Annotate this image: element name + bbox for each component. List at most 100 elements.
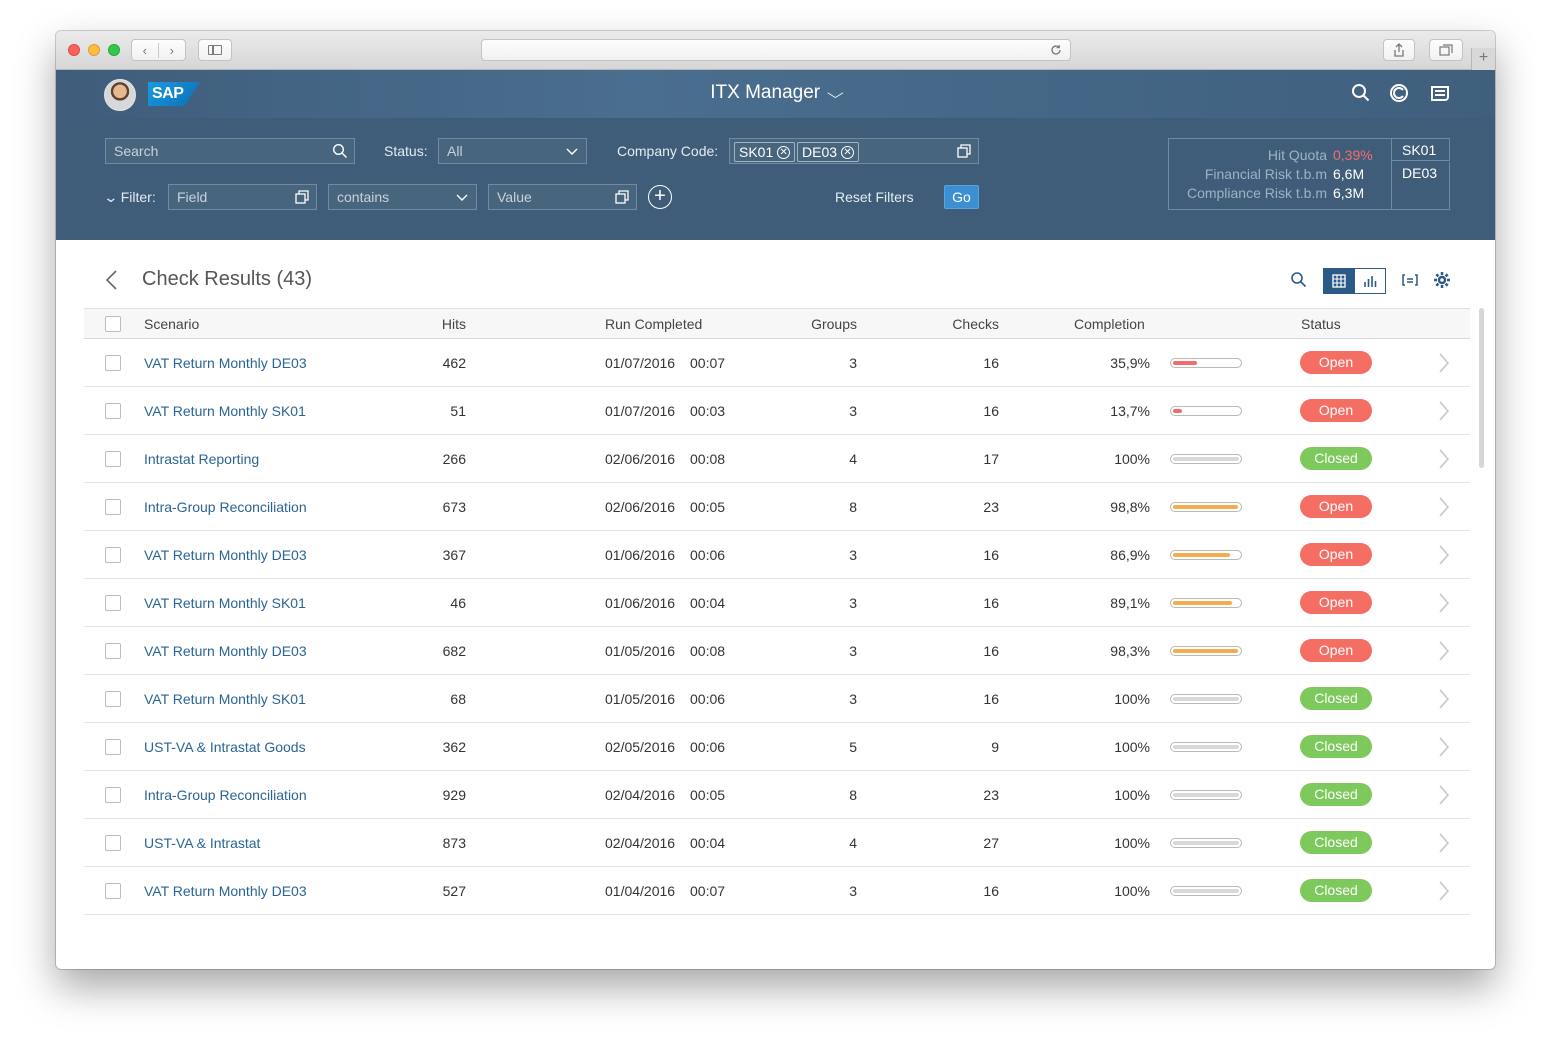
row-checkbox[interactable] [105,738,121,755]
table-row[interactable]: UST-VA & Intrastat 873 02/04/2016 00:04 4 27 1… [84,819,1470,867]
select-all-checkbox[interactable] [105,315,121,332]
row-checkbox[interactable] [105,402,121,419]
kpi-tab-de03[interactable]: DE03 [1392,162,1450,210]
chevron-right-icon[interactable] [1438,736,1450,758]
scenario-link[interactable]: Intra-Group Reconciliation [144,786,307,803]
row-checkbox[interactable] [105,882,121,899]
column-header-run-completed[interactable]: Run Completed [605,315,703,332]
scenario-link[interactable]: VAT Return Monthly SK01 [144,690,306,707]
scenario-link[interactable]: VAT Return Monthly SK01 [144,402,306,419]
filter-operator-select[interactable]: contains [328,184,477,210]
group-by-icon[interactable] [1400,270,1420,290]
value-help-icon[interactable] [294,189,310,205]
row-checkbox[interactable] [105,786,121,803]
sidebar-toggle-button[interactable] [198,39,232,61]
scenario-link[interactable]: UST-VA & Intrastat [144,834,261,851]
scenario-link[interactable]: VAT Return Monthly DE03 [144,642,307,659]
column-header-completion[interactable]: Completion [1074,315,1145,332]
table-row[interactable]: VAT Return Monthly SK01 68 01/05/2016 00:06… [84,675,1470,723]
row-checkbox[interactable] [105,834,121,851]
back-nav-button[interactable]: ‹ [132,42,159,58]
check-results-table: Scenario Hits Run Completed Groups Check… [84,308,1470,915]
filter-field-input[interactable]: Field [168,184,317,210]
scenario-link[interactable]: VAT Return Monthly DE03 [144,546,307,563]
row-checkbox[interactable] [105,354,121,371]
reload-icon[interactable] [1050,44,1062,56]
table-row[interactable]: VAT Return Monthly DE03 527 01/04/2016 00:0… [84,867,1470,915]
copilot-icon[interactable] [1388,82,1410,104]
scenario-link[interactable]: Intra-Group Reconciliation [144,498,307,515]
table-row[interactable]: VAT Return Monthly DE03 682 01/05/2016 00:0… [84,627,1470,675]
column-header-groups[interactable]: Groups [811,315,857,332]
address-bar[interactable] [481,39,1071,61]
table-view-button[interactable] [1324,269,1355,293]
value-help-icon[interactable] [956,143,972,159]
status-cell: Closed [1300,723,1372,770]
column-header-hits[interactable]: Hits [441,315,466,332]
scenario-link[interactable]: VAT Return Monthly DE03 [144,882,307,899]
column-header-scenario[interactable]: Scenario [144,315,200,332]
add-filter-button[interactable]: + [648,185,672,209]
search-icon[interactable] [332,143,348,159]
chart-view-button[interactable] [1355,269,1386,293]
row-checkbox[interactable] [105,642,121,659]
kpi-tab-sk01[interactable]: SK01 [1392,138,1450,161]
chevron-right-icon[interactable] [1438,832,1450,854]
row-checkbox[interactable] [105,450,121,467]
filter-value-input[interactable]: Value [488,184,637,210]
table-row[interactable]: VAT Return Monthly DE03 462 01/07/2016 00:0… [84,339,1470,387]
table-row[interactable]: VAT Return Monthly SK01 46 01/06/2016 00:04… [84,579,1470,627]
groups-value: 3 [849,594,857,611]
chevron-right-icon[interactable] [1438,544,1450,566]
chevron-right-icon[interactable] [1438,352,1450,374]
minimize-window-button[interactable] [88,44,100,56]
table-row[interactable]: Intra-Group Reconciliation 673 02/06/2016 0… [84,483,1470,531]
chevron-right-icon[interactable] [1438,640,1450,662]
chevron-right-icon[interactable] [1438,448,1450,470]
row-checkbox[interactable] [105,498,121,515]
table-row[interactable]: VAT Return Monthly DE03 367 01/06/2016 00:0… [84,531,1470,579]
vertical-scrollbar[interactable] [1479,308,1484,468]
chevron-right-icon[interactable] [1438,880,1450,902]
avatar[interactable] [104,79,136,111]
go-button[interactable]: Go [944,185,979,209]
notifications-icon[interactable] [1429,82,1451,104]
chevron-right-icon[interactable] [1438,784,1450,806]
search-icon[interactable] [1289,270,1309,290]
chevron-right-icon[interactable] [1438,400,1450,422]
chevron-right-icon[interactable] [1438,592,1450,614]
scenario-link[interactable]: UST-VA & Intrastat Goods [144,738,306,755]
table-row[interactable]: UST-VA & Intrastat Goods 362 02/05/2016 00:… [84,723,1470,771]
chevron-right-icon[interactable] [1438,688,1450,710]
status-select[interactable]: All [438,138,587,164]
column-header-status[interactable]: Status [1301,315,1341,332]
scenario-link[interactable]: VAT Return Monthly DE03 [144,354,307,371]
table-row[interactable]: Intra-Group Reconciliation 929 02/04/2016 0… [84,771,1470,819]
row-checkbox[interactable] [105,594,121,611]
search-icon[interactable] [1350,82,1372,104]
chevron-right-icon[interactable] [1438,496,1450,518]
table-row[interactable]: Intrastat Reporting 266 02/06/2016 00:08 4 17… [84,435,1470,483]
scenario-link[interactable]: Intrastat Reporting [144,450,260,467]
row-checkbox[interactable] [105,546,121,563]
zoom-window-button[interactable] [108,44,120,56]
scenario-link[interactable]: VAT Return Monthly SK01 [144,594,306,611]
close-window-button[interactable] [68,44,80,56]
filter-toggle[interactable]: ⌄ Filter: [103,184,155,210]
column-header-checks[interactable]: Checks [952,315,999,332]
app-title-menu[interactable]: ITX Manager ⌵ [56,82,1495,104]
tab-overview-button[interactable] [1429,39,1463,61]
company-code-input[interactable]: SK01 ✕ DE03 ✕ [729,138,979,164]
value-help-icon[interactable] [614,189,630,205]
new-tab-button[interactable]: + [1471,48,1495,70]
back-arrow-icon[interactable] [104,269,120,291]
search-input[interactable]: Search [105,138,355,164]
forward-nav-button[interactable]: › [169,42,174,58]
remove-token-icon[interactable]: ✕ [841,145,855,159]
remove-token-icon[interactable]: ✕ [777,145,791,159]
settings-icon[interactable] [1432,270,1452,290]
row-checkbox[interactable] [105,690,121,707]
table-row[interactable]: VAT Return Monthly SK01 51 01/07/2016 00:03… [84,387,1470,435]
share-button[interactable] [1383,39,1415,61]
reset-filters-button[interactable]: Reset Filters [835,189,914,205]
